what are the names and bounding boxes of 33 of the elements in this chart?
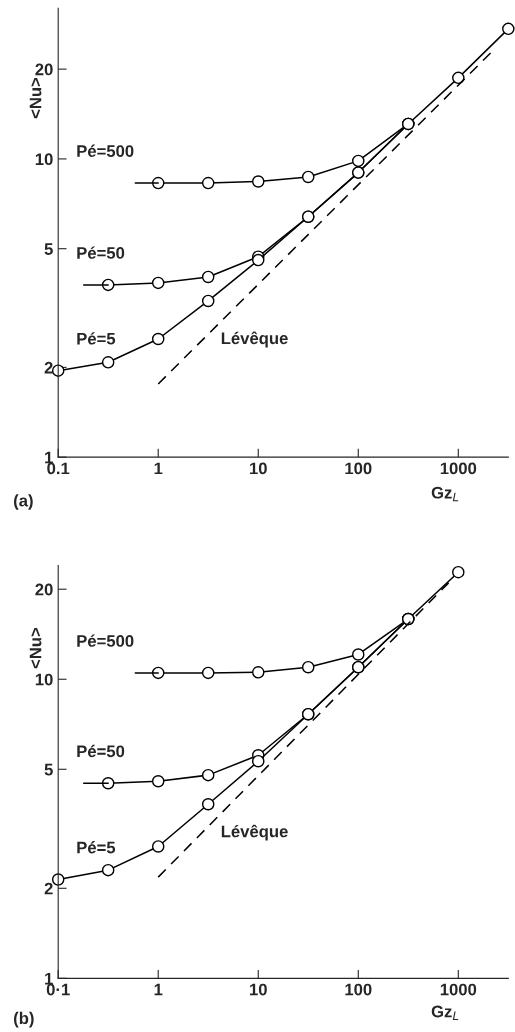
y-tick-label: 20 xyxy=(35,63,53,76)
text: (b) xyxy=(14,1011,34,1028)
x-tick-label: 1000 xyxy=(440,462,477,475)
y-tick-label: 2 xyxy=(44,361,53,374)
series-label: Pé=50 xyxy=(77,246,125,259)
y-tick-label: 5 xyxy=(44,763,53,776)
x-tick-label: 100 xyxy=(345,983,372,996)
series-label: Lévêque xyxy=(221,824,288,841)
x-tick-label: 10 xyxy=(250,462,267,475)
series-label: Pé=5 xyxy=(77,332,116,345)
x-tick-label: 100 xyxy=(345,462,372,475)
y-tick-label: 10 xyxy=(35,153,53,166)
y-axis-title: <Nu> xyxy=(29,77,42,119)
x-axis-title: Gz$_{L}$ xyxy=(431,486,459,502)
y-tick-label: 10 xyxy=(35,673,53,686)
y-tick-label: 2 xyxy=(44,882,53,895)
series-label: Pé=5 xyxy=(77,841,116,854)
y-axis-title: <Nu> xyxy=(29,627,42,669)
x-tick-label: 1000 xyxy=(440,983,477,996)
series-label: Lévêque xyxy=(221,331,288,348)
y-tick-label: 5 xyxy=(44,243,53,255)
x-tick-label: 10 xyxy=(250,983,267,996)
x-tick-label: 0·1 xyxy=(46,983,70,996)
y-tick-label: 1 xyxy=(45,451,53,464)
x-tick-label: 1 xyxy=(154,983,163,996)
x-tick-label: 1 xyxy=(154,462,163,475)
series-label: Pé=500 xyxy=(77,144,134,157)
x-axis-title: Gz$_{L}$ xyxy=(431,1005,459,1020)
series-label: Pé=500 xyxy=(77,634,134,647)
text: (a) xyxy=(14,494,33,510)
y-tick-label: 20 xyxy=(35,583,53,596)
x-tick-label: 0.1 xyxy=(47,462,70,475)
series-label: Pé=50 xyxy=(77,744,125,758)
